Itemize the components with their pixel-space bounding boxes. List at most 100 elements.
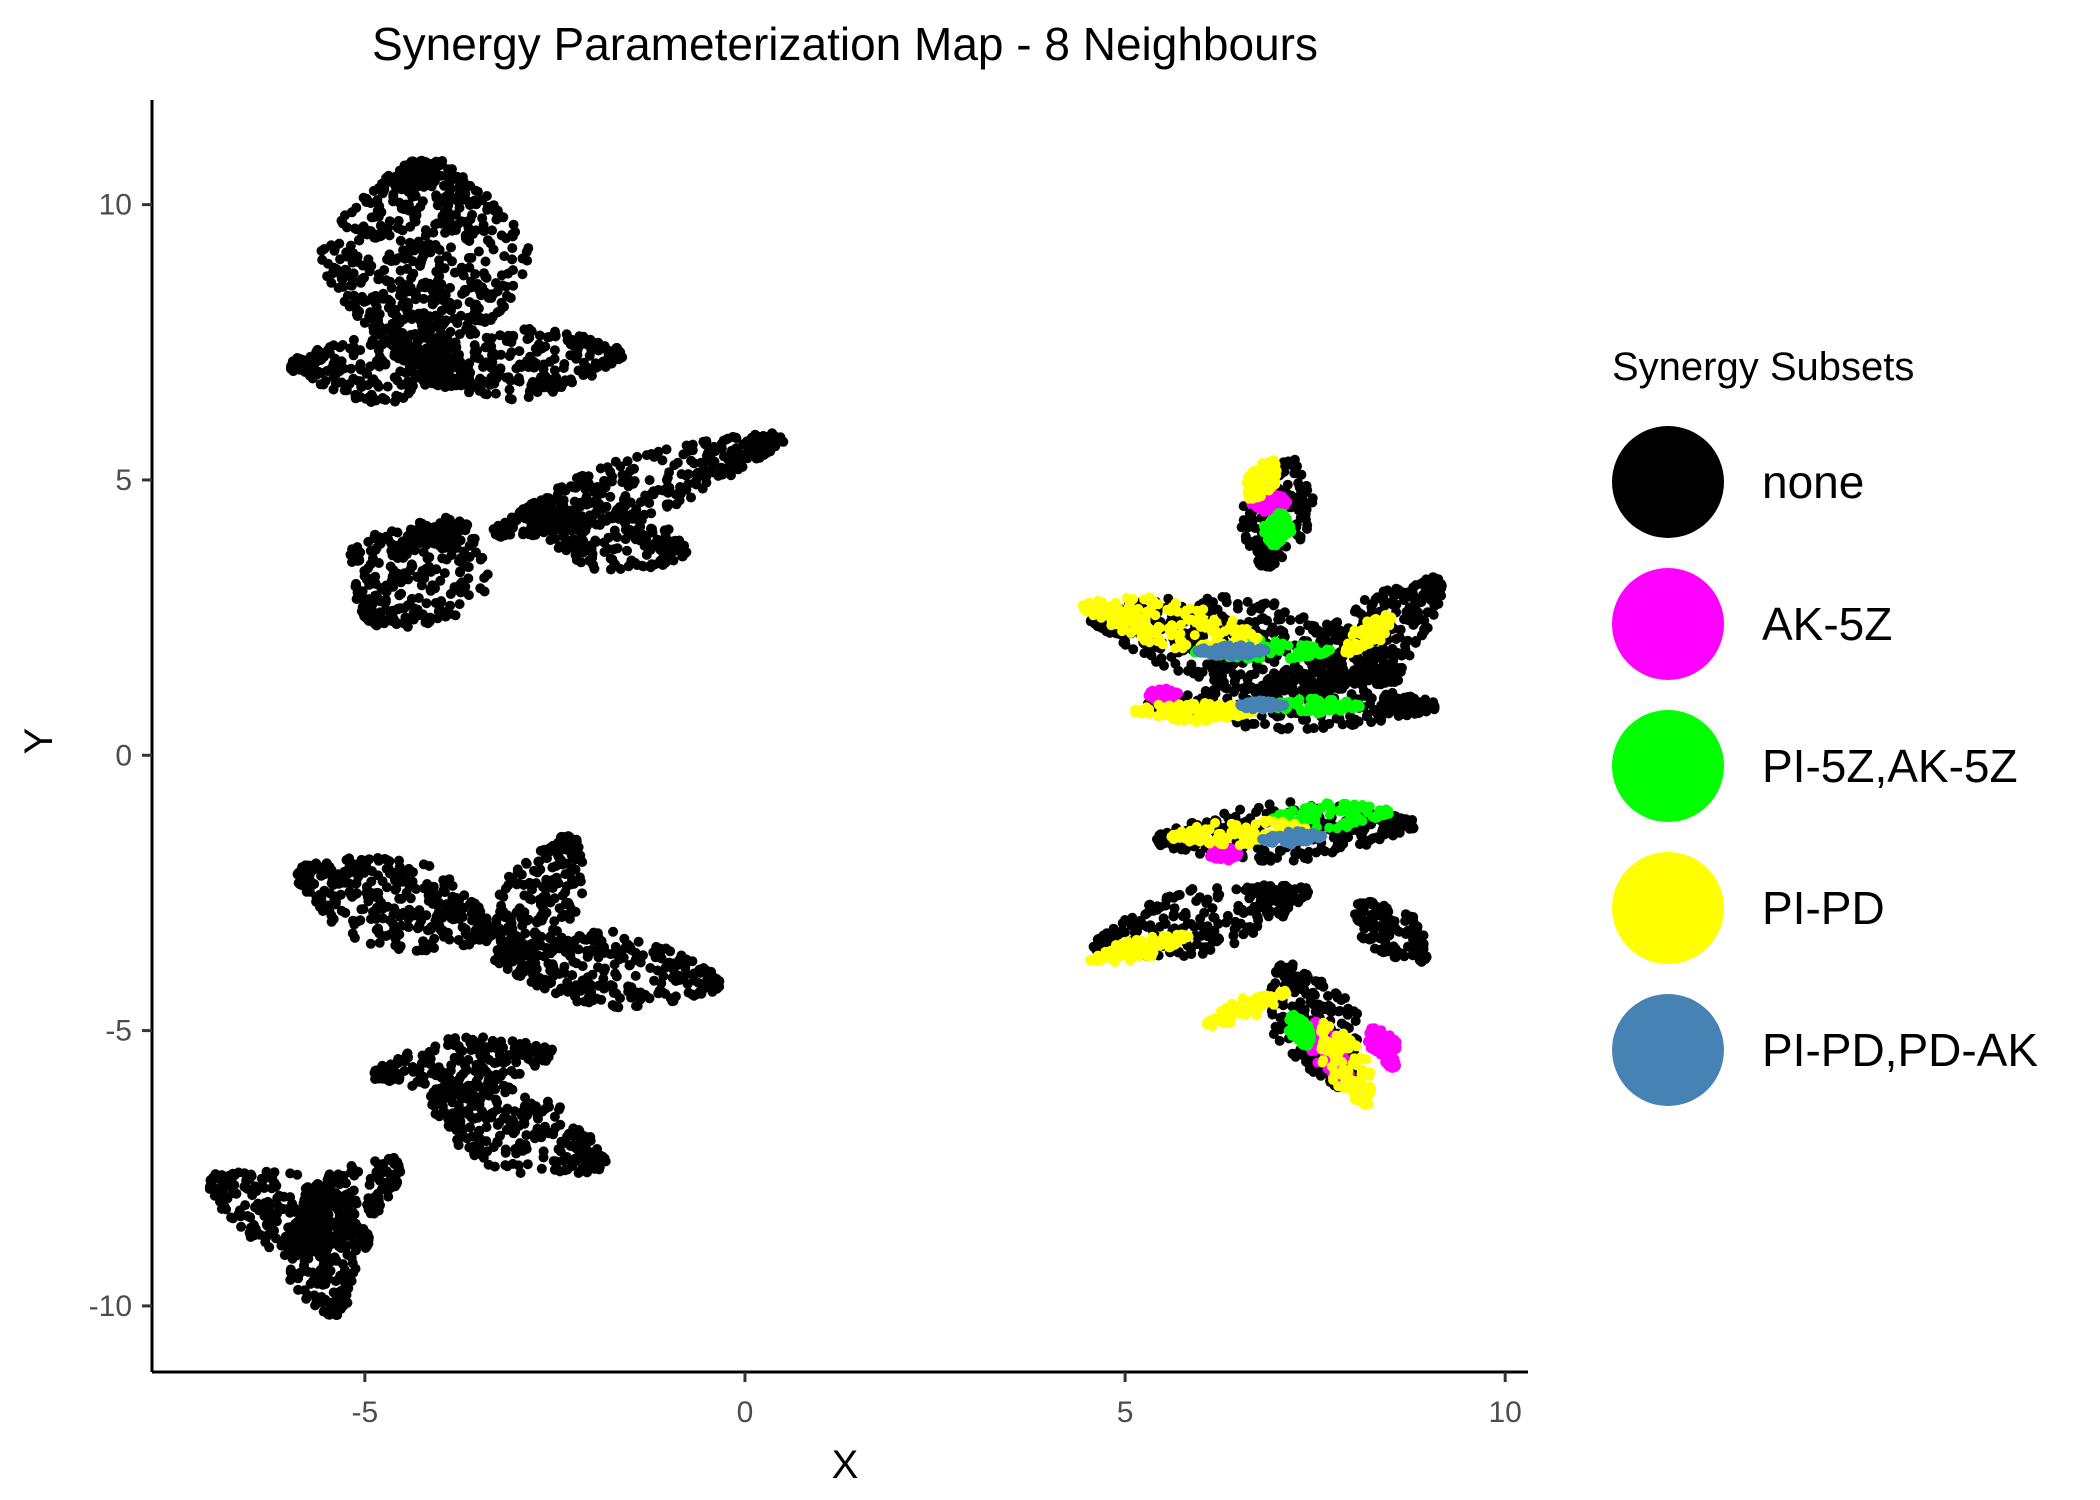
data-point	[397, 536, 408, 547]
data-point	[541, 879, 552, 890]
data-point	[419, 240, 430, 251]
data-point	[510, 1126, 521, 1137]
data-point	[1170, 658, 1181, 669]
data-point	[311, 891, 322, 902]
data-point	[472, 1095, 482, 1106]
data-point	[699, 463, 710, 474]
data-point	[523, 392, 534, 403]
data-point	[397, 299, 408, 310]
data-point	[1389, 692, 1400, 703]
data-point	[364, 613, 375, 624]
data-point	[390, 304, 401, 315]
data-point	[308, 1275, 319, 1286]
data-point	[691, 469, 702, 480]
data-point	[305, 879, 316, 890]
data-point	[469, 314, 480, 325]
data-point	[421, 598, 432, 609]
data-point	[1220, 592, 1231, 603]
data-point	[600, 356, 611, 367]
data-point	[544, 493, 554, 504]
data-point	[641, 549, 652, 560]
data-point	[499, 251, 510, 262]
data-point	[651, 951, 662, 962]
data-point	[320, 376, 331, 386]
data-point	[351, 878, 362, 889]
data-point	[338, 1170, 349, 1181]
data-point	[266, 1183, 277, 1194]
data-point	[461, 1065, 472, 1075]
data-point	[403, 922, 414, 933]
data-point	[692, 988, 703, 999]
data-point	[409, 545, 420, 556]
data-point	[345, 343, 356, 354]
data-point	[646, 449, 657, 459]
data-point	[321, 858, 332, 869]
data-point	[601, 501, 612, 512]
data-point	[398, 175, 409, 186]
data-point	[485, 379, 495, 390]
data-point	[366, 1198, 377, 1209]
data-point	[573, 1151, 584, 1162]
data-point	[437, 1067, 448, 1078]
data-point	[538, 904, 549, 915]
data-point	[393, 576, 404, 587]
data-point	[562, 1164, 573, 1175]
data-point	[583, 478, 594, 489]
data-point	[259, 1211, 270, 1221]
data-point	[575, 1166, 586, 1177]
data-point	[417, 253, 427, 264]
data-point	[416, 580, 427, 591]
data-point	[386, 538, 397, 549]
data-point	[387, 608, 398, 619]
data-point	[535, 864, 546, 875]
data-point	[338, 363, 349, 374]
data-point	[537, 508, 548, 519]
data-point	[406, 561, 417, 572]
data-point	[523, 1053, 534, 1064]
chart-title: Synergy Parameterization Map - 8 Neighbo…	[372, 18, 1318, 70]
data-point	[1357, 673, 1367, 684]
data-point	[1192, 666, 1203, 677]
data-point	[601, 477, 612, 488]
data-point	[620, 534, 631, 545]
data-point	[315, 354, 326, 365]
data-point	[492, 527, 503, 538]
data-point	[432, 613, 443, 624]
data-point	[688, 968, 699, 979]
data-point	[507, 1036, 518, 1047]
data-point	[534, 330, 545, 341]
data-point	[506, 1066, 517, 1076]
data-point	[377, 1061, 388, 1072]
data-point	[1345, 717, 1356, 728]
data-point	[445, 608, 456, 619]
data-point	[456, 262, 467, 273]
data-point	[383, 1191, 394, 1202]
data-point	[420, 280, 431, 291]
data-point	[609, 525, 620, 536]
data-point	[394, 893, 405, 904]
data-point	[365, 938, 376, 949]
data-point	[364, 266, 375, 277]
data-point	[471, 1059, 482, 1070]
data-point	[644, 993, 655, 1004]
data-point	[307, 373, 318, 384]
data-point	[1335, 842, 1346, 853]
data-point	[419, 324, 430, 335]
data-point	[661, 475, 672, 485]
data-point	[491, 917, 502, 927]
data-point	[529, 1133, 540, 1144]
data-point	[236, 1221, 247, 1232]
data-point	[590, 1162, 601, 1172]
data-point	[349, 290, 359, 301]
data-point	[353, 916, 363, 927]
data-point	[365, 559, 376, 570]
data-point	[624, 941, 635, 952]
data-point	[342, 869, 352, 880]
data-point	[260, 1237, 271, 1248]
data-point	[406, 356, 417, 367]
data-point	[697, 483, 708, 494]
data-point	[1151, 656, 1162, 667]
data-point	[441, 519, 452, 530]
data-point	[443, 367, 454, 378]
